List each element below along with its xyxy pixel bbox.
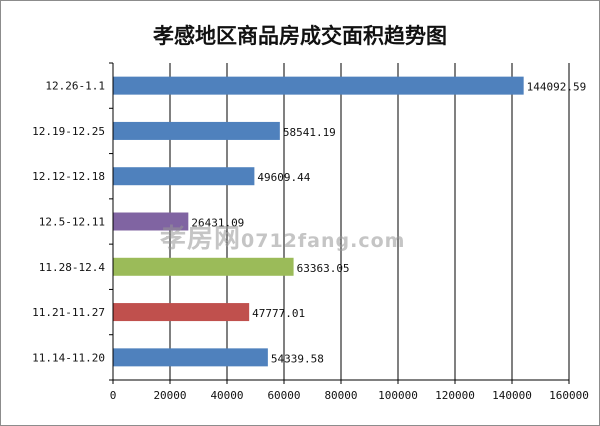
bar <box>113 212 189 231</box>
bar <box>113 121 280 140</box>
y-category-label: 12.5-12.11 <box>39 216 105 229</box>
data-label: 49609.44 <box>257 171 310 184</box>
x-tick-label: 40000 <box>210 389 243 402</box>
x-tick-label: 0 <box>110 389 117 402</box>
data-label: 58541.19 <box>283 126 336 139</box>
data-label: 54339.58 <box>271 352 324 365</box>
y-category-label: 12.26-1.1 <box>45 80 105 93</box>
bar <box>113 167 255 186</box>
x-tick-label: 20000 <box>153 389 186 402</box>
bar <box>113 76 524 95</box>
x-tick-label: 80000 <box>324 389 357 402</box>
data-label: 47777.01 <box>252 307 305 320</box>
y-category-label: 12.12-12.18 <box>32 170 105 183</box>
watermark-chinese: 孝房网 <box>160 224 242 254</box>
x-tick-label: 60000 <box>267 389 300 402</box>
y-category-label: 12.19-12.25 <box>32 125 105 138</box>
y-category-label: 11.21-11.27 <box>32 306 105 319</box>
data-label: 144092.59 <box>527 81 587 94</box>
y-category-label: 11.28-12.4 <box>39 261 106 274</box>
watermark: 孝房网0712fang.com <box>160 218 405 255</box>
bar <box>113 303 250 322</box>
x-tick-label: 120000 <box>435 389 475 402</box>
data-label: 63363.05 <box>297 262 350 275</box>
data-label: 26431.09 <box>191 217 244 230</box>
bar <box>113 257 294 276</box>
x-tick-label: 160000 <box>549 389 589 402</box>
bar <box>113 348 268 367</box>
watermark-url: 0712fang.com <box>241 230 406 252</box>
x-tick-label: 100000 <box>378 389 418 402</box>
chart-title: 孝感地区商品房成交面积趋势图 <box>153 24 447 48</box>
y-category-label: 11.14-11.20 <box>32 351 105 364</box>
x-tick-label: 140000 <box>492 389 532 402</box>
